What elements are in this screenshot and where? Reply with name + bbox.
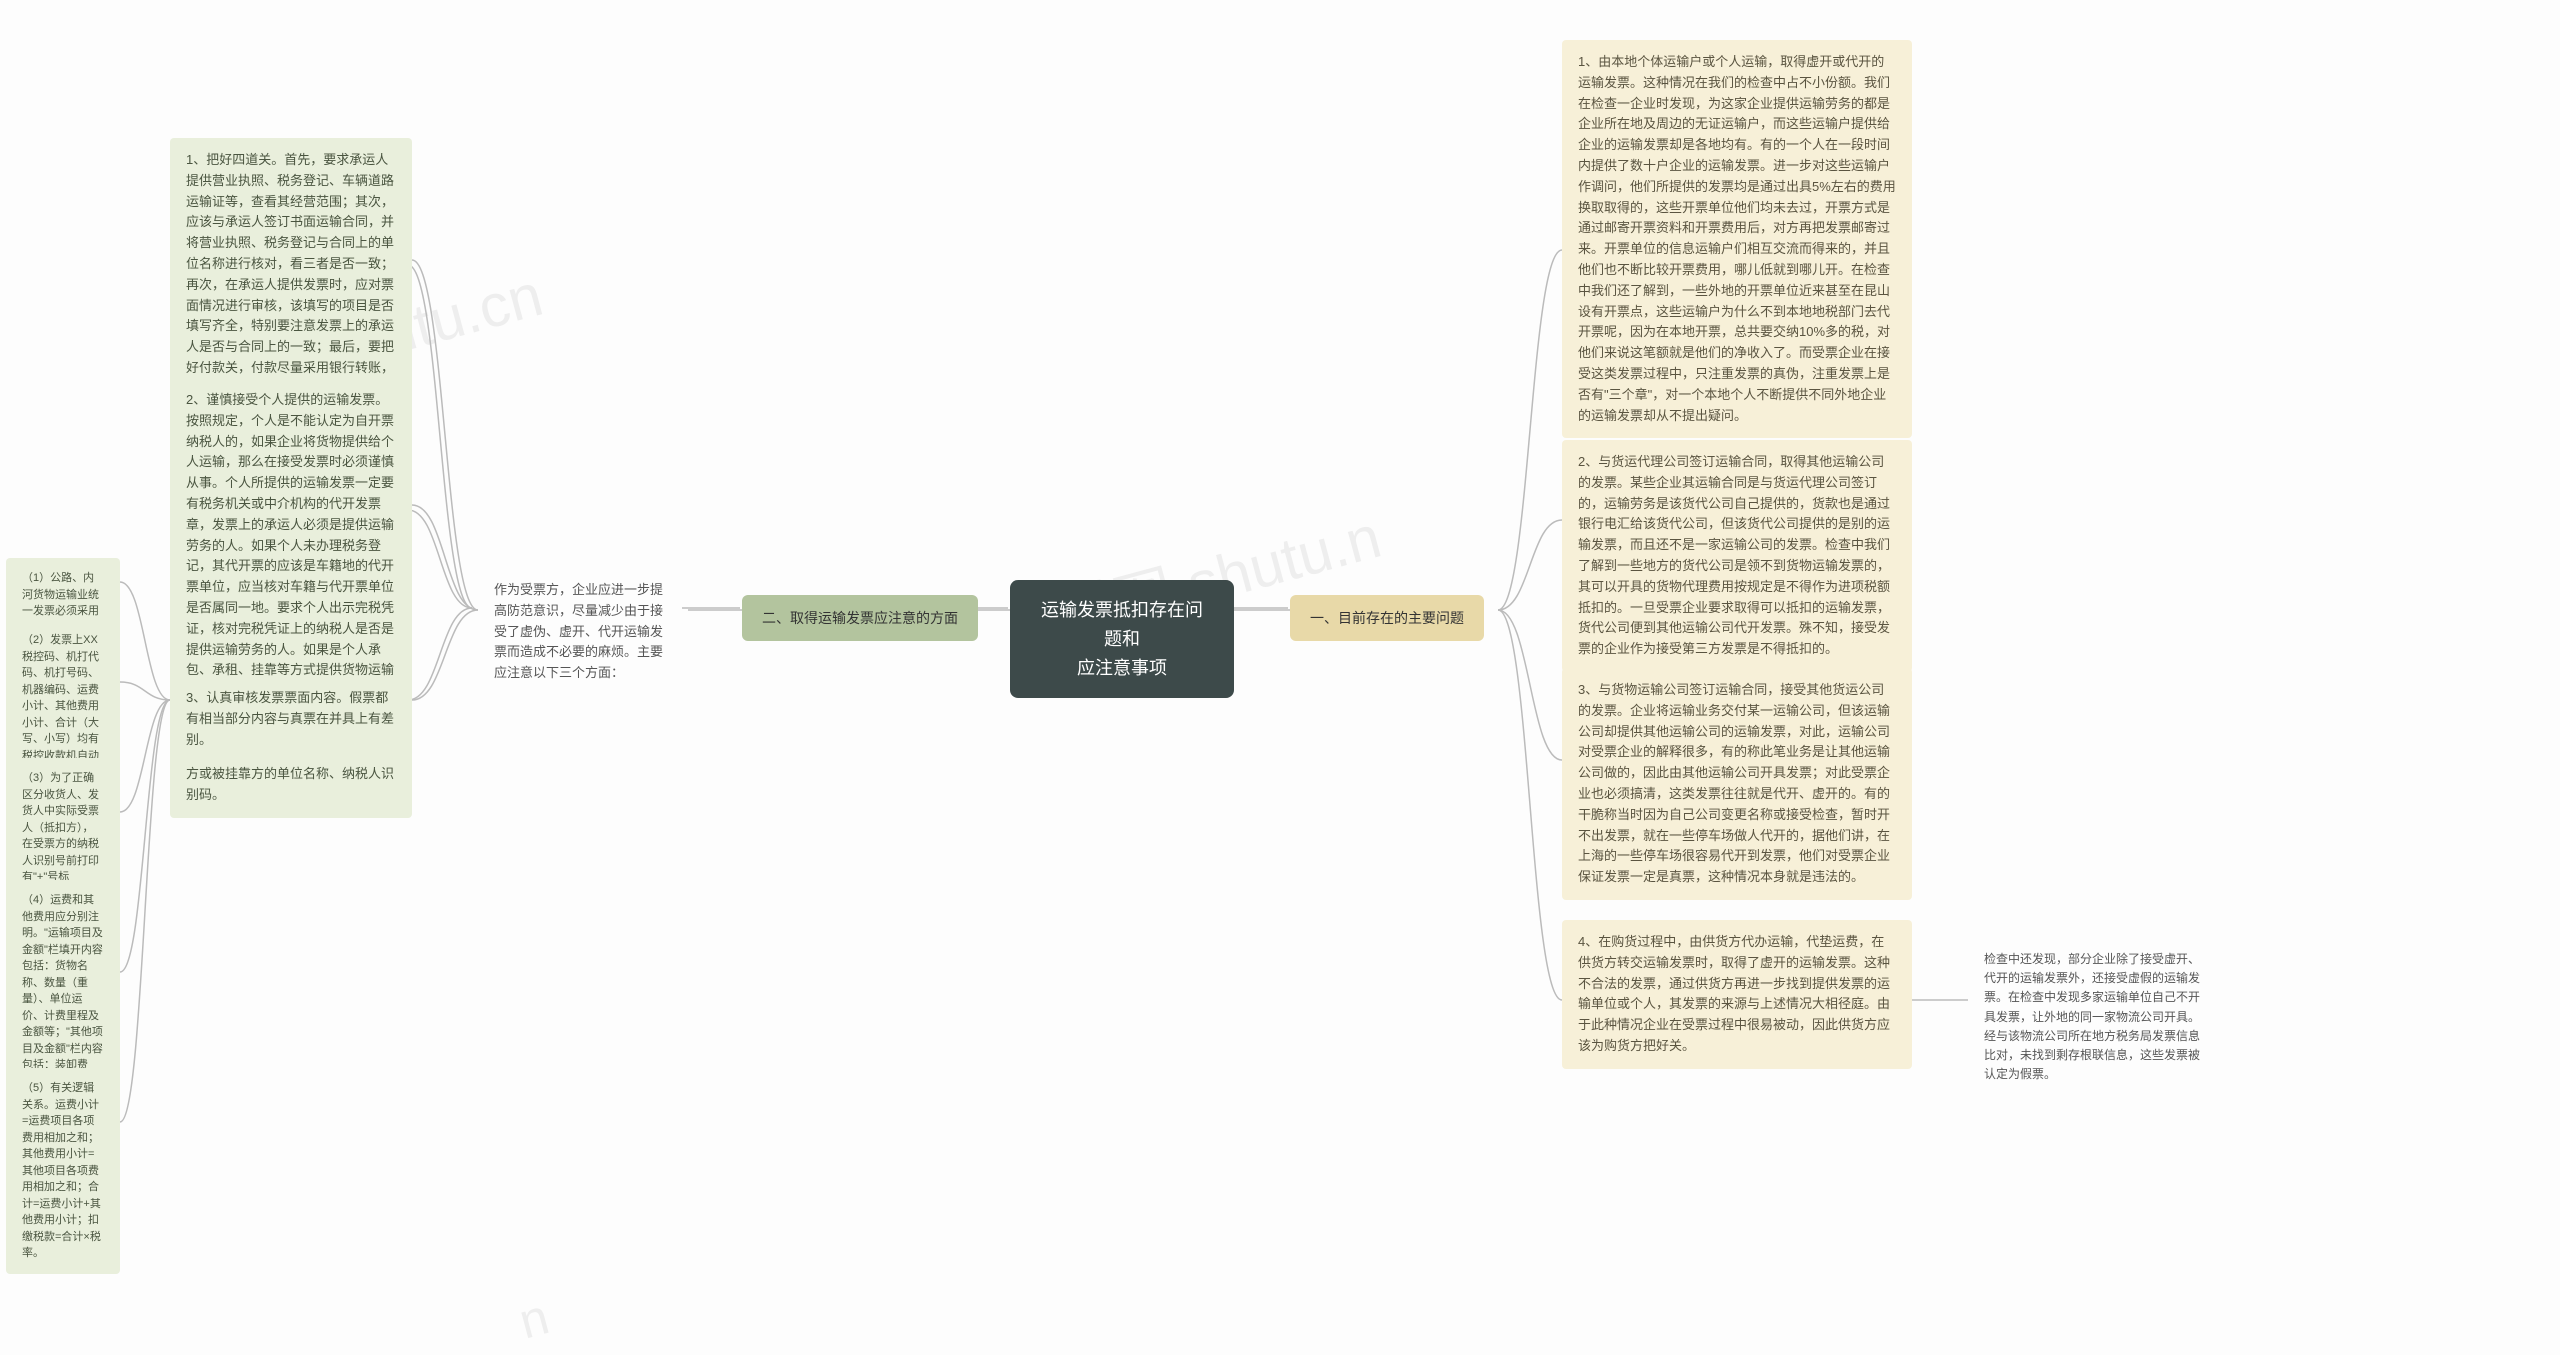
right-leaf: 1、由本地个体运输户或个人运输，取得虚开或代开的运输发票。这种情况在我们的检查中… <box>1562 40 1912 438</box>
left-bridge-text: 作为受票方，企业应进一步提高防范意识，尽量减少由于接受了虚伪、虚开、代开运输发票… <box>478 568 688 696</box>
branch-right: 一、目前存在的主要问题 <box>1290 595 1484 641</box>
left-leaf: 3、认真审核发票票面内容。假票都有相当部分内容与真票在并具上有差别。 <box>170 676 412 762</box>
right-leaf: 2、与货运代理公司签订运输合同，取得其他运输公司的发票。某些企业其运输合同是与货… <box>1562 440 1912 672</box>
right-leaf: 3、与货物运输公司签订运输合同，接受其他货运公司的发票。企业将运输业务交付某一运… <box>1562 668 1912 900</box>
root-title-line1: 运输发票抵扣存在问题和 <box>1034 596 1210 654</box>
right-side-note: 检查中还发现，部分企业除了接受虚开、代开的运输发票外，还接受虚假的运输发票。在检… <box>1968 938 2218 1096</box>
root-title-line2: 应注意事项 <box>1034 654 1210 683</box>
mindmap-root: 运输发票抵扣存在问题和 应注意事项 <box>1010 580 1234 698</box>
branch-left: 二、取得运输发票应注意的方面 <box>742 595 978 641</box>
left-subleaf: （5）有关逻辑关系。运费小计=运费项目各项费用相加之和；其他费用小计=其他项目各… <box>6 1068 120 1274</box>
right-leaf: 4、在购货过程中，由供货方代办运输，代垫运费，在供货方转交运输发票时，取得了虚开… <box>1562 920 1912 1069</box>
